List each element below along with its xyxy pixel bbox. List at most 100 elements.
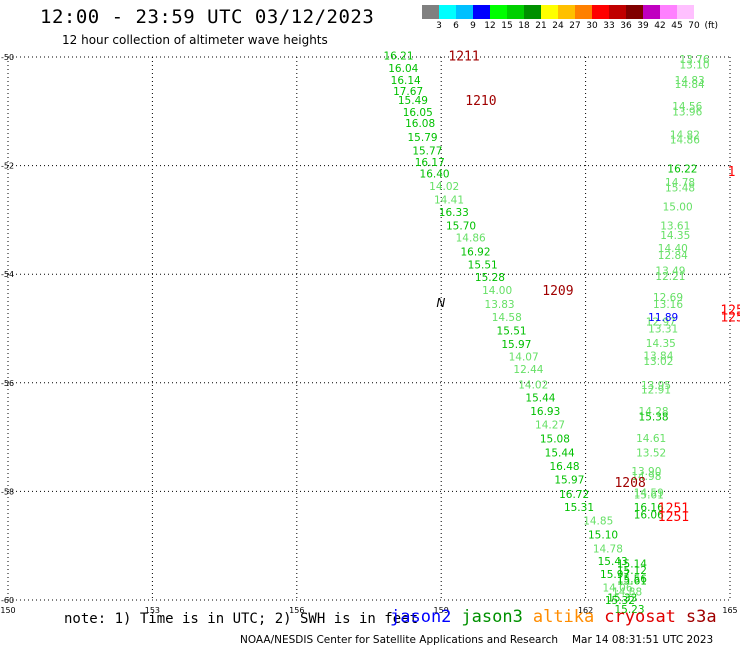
scale-label: 15	[501, 21, 513, 31]
wave-height-label: 16.16	[634, 502, 664, 514]
wave-height-label: 16.21	[383, 50, 413, 62]
wave-height-label: 15.51	[497, 326, 527, 338]
wave-height-label: 12.84	[658, 250, 688, 262]
land-mark: N	[436, 296, 445, 310]
wave-height-label: 13.61	[660, 220, 690, 232]
pass-number-label: 1	[728, 165, 736, 180]
credit-text: NOAA/NESDIS Center for Satellite Applica…	[240, 634, 558, 646]
lat-tick-label: -60	[1, 596, 14, 605]
scale-label: 30	[586, 21, 598, 31]
pass-number-label: 1251	[658, 502, 689, 517]
wave-height-label: 14.35	[660, 230, 690, 242]
wave-height-label: 14.56	[672, 101, 702, 113]
wave-height-label: 14.00	[482, 285, 512, 297]
wave-height-label: 14.59	[634, 487, 664, 499]
pass-number-label: 1211	[448, 49, 479, 64]
wave-height-label: 12.97	[646, 316, 676, 328]
satellite-legend-s3a: s3a	[685, 607, 717, 627]
wave-height-label: 15.77	[412, 145, 442, 157]
wave-height-label: 14.58	[492, 312, 522, 324]
wave-height-label: 15.48	[665, 182, 695, 194]
wave-height-label: 15.14	[617, 559, 647, 571]
map-subtitle: 12 hour collection of altimeter wave hei…	[62, 33, 328, 47]
wave-height-label: 13.76	[679, 54, 709, 66]
pass-number-label: 125(	[720, 303, 740, 318]
scale-swatch	[422, 5, 439, 19]
scale-swatch	[626, 5, 643, 19]
scale-label: 70	[688, 21, 700, 31]
wave-height-label: 14.86	[670, 135, 700, 147]
wave-height-label: 14.98	[631, 471, 661, 483]
lat-tick-label: -54	[1, 270, 14, 279]
wave-height-label: 15.28	[475, 272, 505, 284]
wave-height-label: 15.79	[408, 132, 438, 144]
wave-height-label: 15.97	[554, 474, 584, 486]
wave-height-label: 14.85	[583, 516, 613, 528]
wave-height-label: 15.00	[663, 201, 693, 213]
wave-height-label: 16.05	[403, 107, 433, 119]
wave-height-label: 15.61	[617, 575, 647, 587]
lat-tick-label: -52	[1, 162, 14, 171]
scale-swatch	[473, 5, 490, 19]
scale-swatch	[507, 5, 524, 19]
wave-height-label: 17.67	[393, 86, 423, 98]
wave-height-label: 14.61	[636, 433, 666, 445]
wave-height-label: 14.28	[639, 406, 669, 418]
lat-tick-label: -58	[1, 487, 14, 496]
wave-height-label: 13.49	[655, 265, 685, 277]
wave-height-label: 13.83	[485, 299, 515, 311]
scale-swatch	[558, 5, 575, 19]
wave-height-label: 13.52	[636, 447, 666, 459]
scale-swatch	[660, 5, 677, 19]
wave-height-label: 14.27	[535, 420, 565, 432]
wave-height-label: 15.56	[617, 573, 647, 585]
wave-height-label: 16.06	[634, 510, 664, 522]
scale-label: 21	[535, 21, 547, 31]
wave-height-label: 15.44	[545, 447, 575, 459]
wave-height-label: 15.32	[605, 595, 635, 607]
wave-height-label: 13.10	[679, 60, 709, 72]
scale-label: 6	[453, 21, 459, 31]
wave-height-label: 16.17	[415, 157, 445, 169]
wave-height-label: 15.97	[501, 339, 531, 351]
wave-height-label: 13.96	[672, 106, 702, 118]
scale-label: 45	[671, 21, 683, 31]
wave-height-label: 12.69	[653, 292, 683, 304]
lat-tick-label: -56	[1, 379, 14, 388]
scale-label: 39	[637, 21, 649, 31]
scale-label: 36	[620, 21, 632, 31]
wave-height-label: 15.44	[525, 392, 555, 404]
scale-swatch	[524, 5, 541, 19]
satellite-legend-altika: altika	[532, 607, 595, 627]
scale-label: 18	[518, 21, 530, 31]
map-title: 12:00 - 23:59 UTC 03/12/2023	[40, 6, 375, 28]
wave-height-label: 15.38	[639, 411, 669, 423]
wave-height-label: 15.61	[634, 490, 664, 502]
wave-height-label: 13.84	[643, 351, 673, 363]
wave-height-label: 13.16	[653, 299, 683, 311]
scale-swatch	[490, 5, 507, 19]
wave-height-label: 14.88	[612, 586, 642, 598]
wave-height-label: 16.14	[391, 75, 421, 87]
wave-height-label: 14.41	[434, 194, 464, 206]
wave-height-label: 12.91	[641, 384, 671, 396]
satellite-legend-cryosat: cryosat	[604, 607, 676, 627]
wave-height-label: 15.70	[446, 220, 476, 232]
scale-unit: (ft)	[704, 21, 719, 31]
wave-height-label: 15.97	[600, 569, 630, 581]
scale-swatch	[592, 5, 609, 19]
wave-height-label: 14.35	[646, 338, 676, 350]
wave-height-label: 14.86	[456, 232, 486, 244]
satellite-legend-jason2: jason2	[390, 607, 452, 627]
scale-swatch	[677, 5, 694, 19]
pass-number-label: 1209	[542, 284, 573, 299]
wave-height-label: 15.51	[468, 259, 498, 271]
wave-height-label: 16.40	[420, 169, 450, 181]
wave-height-label: 13.31	[648, 324, 678, 336]
wave-height-label: 16.08	[405, 118, 435, 130]
wave-height-label: 16.33	[439, 207, 469, 219]
generation-timestamp: Mar 14 08:31:51 UTC 2023	[572, 634, 714, 646]
scale-swatch	[541, 5, 558, 19]
wave-height-label: 14.83	[675, 75, 705, 87]
satellite-legend: jason2 jason3 altika cryosat s3a	[390, 607, 727, 627]
